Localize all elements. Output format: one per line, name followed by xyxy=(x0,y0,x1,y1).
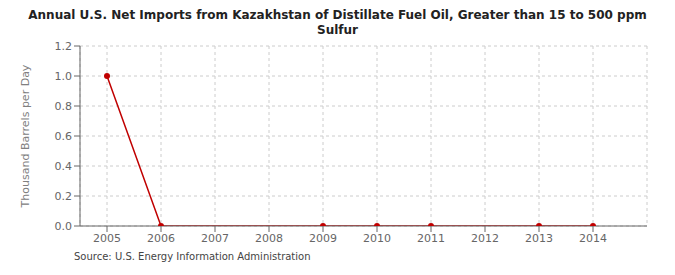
svg-text:0.0: 0.0 xyxy=(55,220,73,233)
html-text:Sulfur: Sulfur xyxy=(317,23,358,37)
svg-text:2005: 2005 xyxy=(93,232,121,245)
svg-text:2014: 2014 xyxy=(579,232,607,245)
svg-text:0.6: 0.6 xyxy=(55,130,73,143)
html-text:Source: U.S. Energy Informatio: Source: U.S. Energy Information Administ… xyxy=(74,251,311,262)
svg-text:Thousand Barrels per Day: Thousand Barrels per Day xyxy=(19,64,32,208)
svg-text:2006: 2006 xyxy=(147,232,175,245)
svg-text:2009: 2009 xyxy=(309,232,337,245)
svg-text:2010: 2010 xyxy=(363,232,391,245)
svg-text:0.4: 0.4 xyxy=(55,160,73,173)
svg-text:2013: 2013 xyxy=(525,232,553,245)
svg-text:2008: 2008 xyxy=(255,232,283,245)
svg-text:2012: 2012 xyxy=(471,232,499,245)
svg-text:1.2: 1.2 xyxy=(55,40,73,53)
html-text:Annual U.S. Net Imports from K: Annual U.S. Net Imports from Kazakhstan … xyxy=(28,8,647,22)
svg-text:0.8: 0.8 xyxy=(55,100,73,113)
svg-text:0.2: 0.2 xyxy=(55,190,73,203)
svg-text:2007: 2007 xyxy=(201,232,229,245)
svg-text:2011: 2011 xyxy=(417,232,445,245)
svg-text:1.0: 1.0 xyxy=(55,70,73,83)
